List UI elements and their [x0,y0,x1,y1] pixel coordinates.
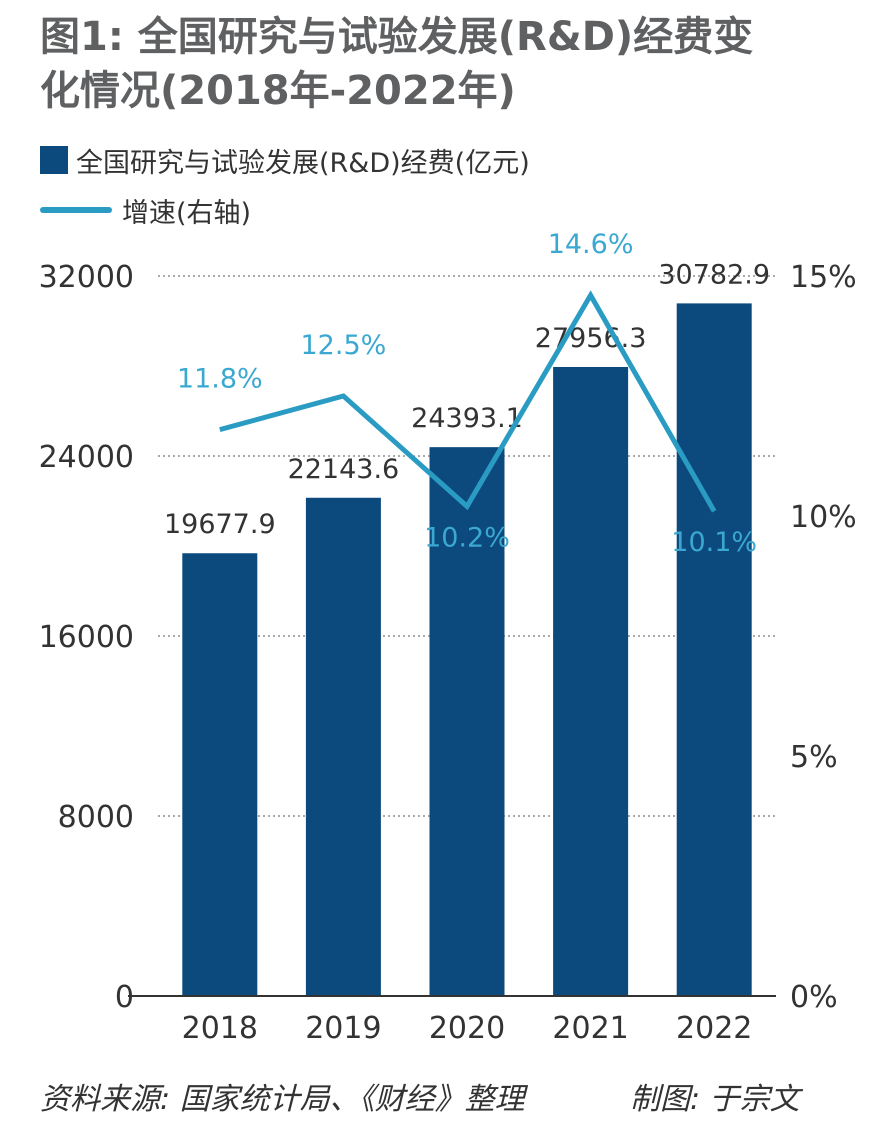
y-right-tick-label: 10% [790,500,857,535]
bar [429,447,505,996]
growth-value-label: 11.8% [177,364,263,395]
y-right-tick-label: 5% [790,740,838,775]
credit-note: 制图: 于宗文 [630,1082,800,1117]
source-note: 资料来源: 国家统计局、《财经》整理 [40,1082,525,1117]
legend-line-swatch [40,207,112,213]
bar [182,553,258,996]
x-tick-label: 2019 [305,1011,381,1046]
legend-bar-label: 全国研究与试验发展(R&D)经费(亿元) [76,147,530,179]
x-tick-label: 2020 [429,1011,505,1046]
bar [676,303,752,996]
bar [553,366,629,996]
chart-title-line-2: 化情况(2018年-2022年) [40,68,516,114]
growth-line [219,290,717,513]
y-left-tick-label: 24000 [39,440,134,475]
legend-item-line: 增速(右轴) [40,190,251,230]
bar-value-label: 27956.3 [535,323,647,354]
legend-bar-swatch [40,146,68,174]
bar [305,497,381,996]
bar-value-label: 30782.9 [658,259,770,290]
growth-value-label: 10.1% [671,527,757,558]
growth-value-label: 10.2% [424,522,510,553]
x-tick-label: 2018 [182,1011,258,1046]
chart-title: 图1: 全国研究与试验发展(R&D)经费变 化情况(2018年-2022年) [40,10,860,118]
bar-value-label: 19677.9 [164,509,276,540]
legend-item-bar: 全国研究与试验发展(R&D)经费(亿元) [40,140,530,180]
y-left-tick-label: 32000 [39,260,134,295]
growth-value-label: 14.6% [548,229,634,260]
chart-title-line-1: 图1: 全国研究与试验发展(R&D)经费变 [40,14,754,60]
bar-value-label: 24393.1 [411,403,523,434]
x-tick-label: 2021 [552,1011,628,1046]
y-left-tick-label: 8000 [58,800,134,835]
y-right-tick-label: 0% [790,980,838,1015]
growth-value-label: 12.5% [301,330,387,361]
bar-value-label: 22143.6 [288,454,400,485]
y-left-tick-label: 0 [115,980,134,1015]
legend-line-label: 增速(右轴) [122,197,252,229]
y-right-tick-label: 15% [790,260,857,295]
y-left-tick-label: 16000 [39,620,134,655]
x-tick-label: 2022 [676,1011,752,1046]
